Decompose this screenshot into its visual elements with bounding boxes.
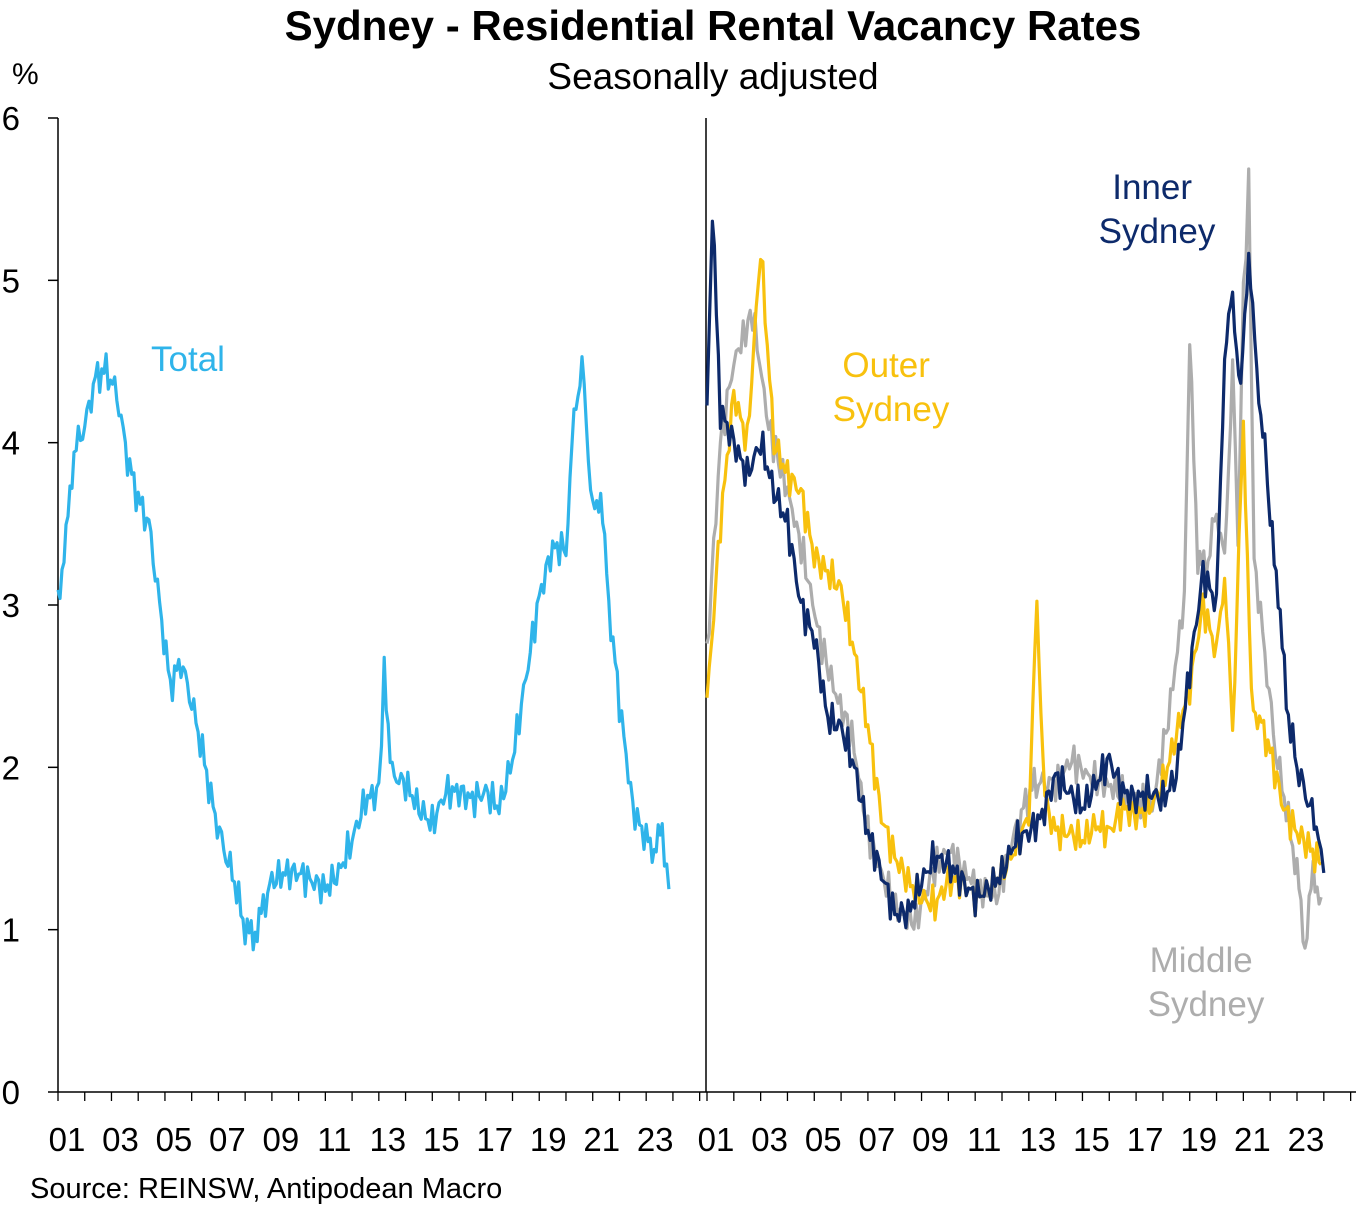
x-tick-label: 17 <box>476 1121 513 1158</box>
label-middle-sydney: Middle Sydney <box>1148 941 1265 1024</box>
chart-subtitle: Seasonally adjusted <box>547 56 879 97</box>
x-tick-label: 03 <box>751 1121 788 1158</box>
x-tick-label: 21 <box>1234 1121 1271 1158</box>
y-tick-label: 4 <box>2 425 20 462</box>
x-tick-label: 23 <box>1288 1121 1325 1158</box>
x-tick-label: 03 <box>102 1121 139 1158</box>
x-tick-label: 15 <box>1073 1121 1110 1158</box>
x-tick-label: 07 <box>209 1121 246 1158</box>
source-note: Source: REINSW, Antipodean Macro <box>30 1173 503 1205</box>
x-tick-label: 09 <box>263 1121 300 1158</box>
x-tick-label: 05 <box>805 1121 842 1158</box>
y-tick-label: 0 <box>2 1074 20 1111</box>
x-tick-label: 13 <box>1019 1121 1056 1158</box>
label-inner-sydney: Inner Sydney <box>1099 168 1216 251</box>
x-tick-label: 23 <box>637 1121 674 1158</box>
y-tick-label: 3 <box>2 587 20 624</box>
x-tick-label: 19 <box>530 1121 567 1158</box>
x-tick-label: 15 <box>423 1121 460 1158</box>
x-tick-label: 19 <box>1180 1121 1217 1158</box>
series-line-middle-sydney <box>705 167 1323 950</box>
y-axis-unit: % <box>12 58 39 91</box>
chart-title: Sydney - Residential Rental Vacancy Rate… <box>284 2 1142 49</box>
y-tick-label: 2 <box>2 749 20 786</box>
x-tick-label: 05 <box>156 1121 193 1158</box>
x-tick-label: 01 <box>698 1121 735 1158</box>
x-tick-label: 11 <box>317 1121 351 1158</box>
series-line-total <box>56 352 671 952</box>
x-tick-label: 11 <box>967 1121 1001 1158</box>
y-tick-label: 6 <box>2 100 20 137</box>
series-line-inner-sydney <box>705 219 1326 930</box>
x-tick-label: 17 <box>1127 1121 1164 1158</box>
y-tick-label: 1 <box>2 912 20 949</box>
label-outer-sydney: Outer Sydney <box>833 346 950 429</box>
y-tick-label: 5 <box>2 262 20 299</box>
x-tick-label: 07 <box>859 1121 896 1158</box>
x-tick-label: 21 <box>583 1121 620 1158</box>
label-total: Total <box>151 340 225 379</box>
x-tick-label: 09 <box>912 1121 949 1158</box>
x-tick-label: 01 <box>49 1121 86 1158</box>
x-tick-label: 13 <box>369 1121 406 1158</box>
